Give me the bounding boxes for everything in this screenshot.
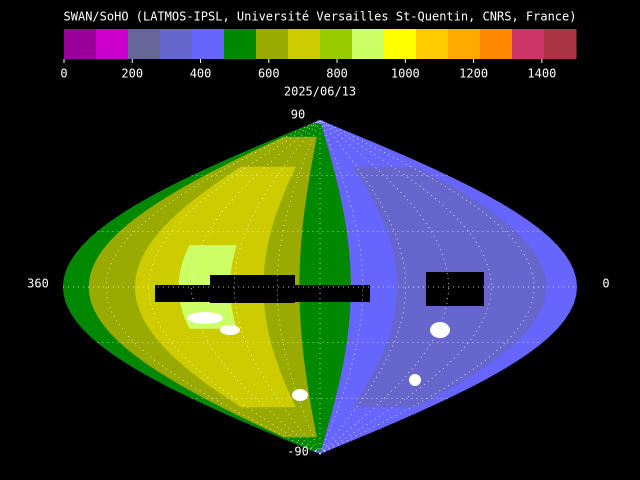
bright-spot [187, 312, 223, 324]
lon-label: 0 [602, 277, 609, 291]
colorbar-segment [192, 29, 225, 59]
colorbar-segment [128, 29, 161, 59]
date: 2025/06/13 [284, 85, 356, 99]
colorbar-segment [480, 29, 513, 59]
bright-spot [430, 322, 450, 338]
colorbar-tick-label: 400 [190, 67, 212, 81]
colorbar-segment [544, 29, 577, 59]
colorbar-tick-label: 600 [258, 67, 280, 81]
lon-label: 360 [27, 277, 49, 291]
colorbar-tick-label: 1200 [459, 67, 488, 81]
bright-spot [292, 389, 308, 401]
masked-area [426, 272, 484, 306]
bright-spot [409, 374, 421, 386]
lat-label: 90 [291, 108, 305, 122]
colorbar-segment [384, 29, 417, 59]
meridian [319, 119, 407, 455]
colorbar-segment [256, 29, 289, 59]
colorbar-segment [64, 29, 97, 59]
colorbar-segment [448, 29, 481, 59]
sky-map [63, 119, 577, 455]
colorbar-tick-label: 800 [326, 67, 348, 81]
meridian [105, 119, 321, 455]
colorbar-segment [224, 29, 257, 59]
colorbar-tick-label: 200 [121, 67, 143, 81]
colorbar-tick-label: 1000 [391, 67, 420, 81]
colorbar-segment [96, 29, 129, 59]
colorbar-segment [512, 29, 545, 59]
colorbar-segment [320, 29, 353, 59]
masked-area [210, 275, 295, 303]
colorbar: 0 200 400 600 800 1000 1200 1400 [60, 29, 577, 81]
colorbar-segment [160, 29, 193, 59]
bright-spot [220, 325, 240, 335]
lat-label: -90 [287, 445, 309, 459]
colorbar-segment [416, 29, 449, 59]
colorbar-tick-label: 1400 [527, 67, 556, 81]
colorbar-tick-label: 0 [60, 67, 67, 81]
title: SWAN/SoHO (LATMOS-IPSL, Université Versa… [64, 10, 577, 24]
colorbar-segment [288, 29, 321, 59]
colorbar-segment [352, 29, 385, 59]
